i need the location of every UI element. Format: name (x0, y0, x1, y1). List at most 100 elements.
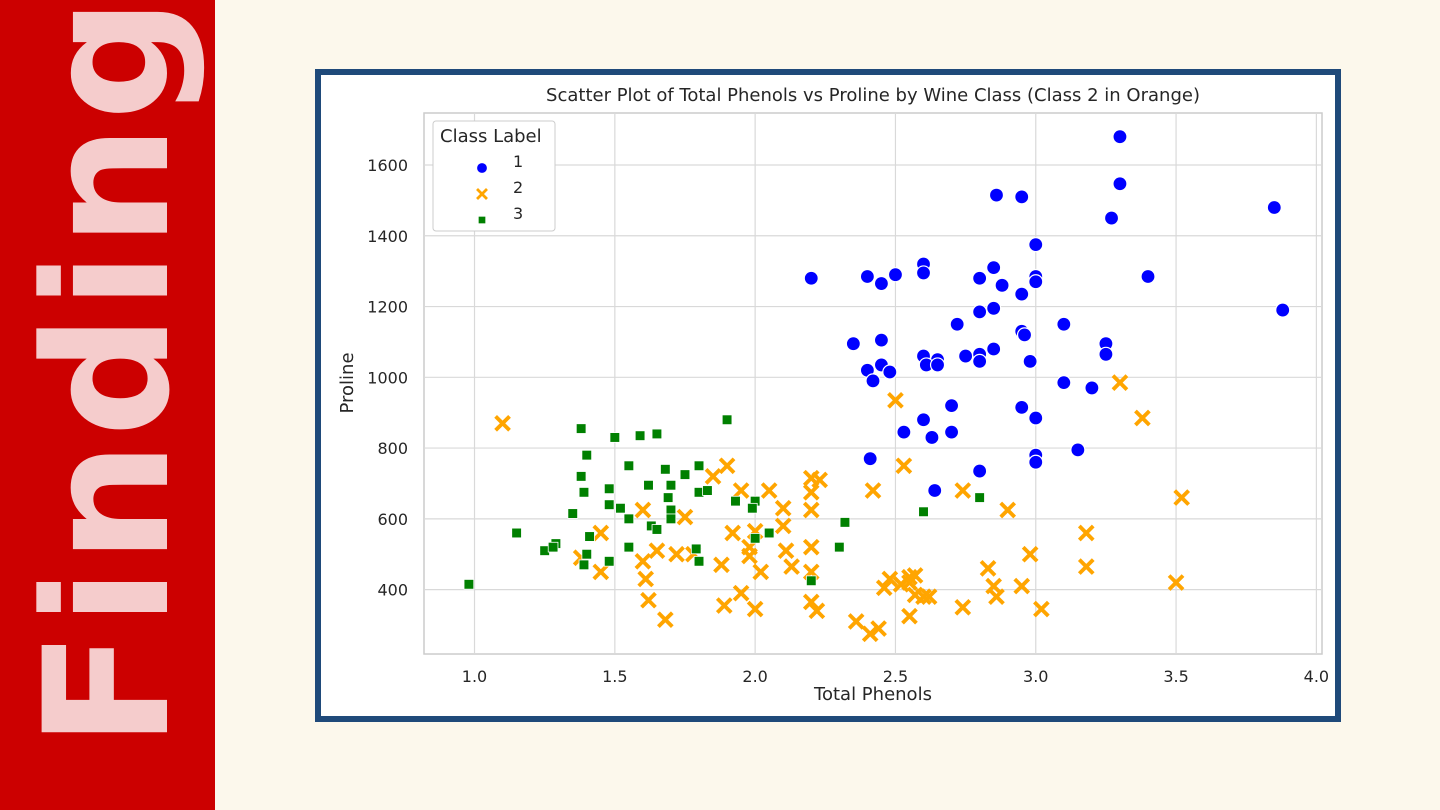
point-class-1 (943, 424, 960, 440)
point-class-1 (943, 398, 960, 414)
legend-marker-class-2 (476, 188, 488, 200)
point-class-2 (901, 574, 918, 591)
x-tick-label: 2.0 (742, 667, 767, 686)
point-class-1 (988, 187, 1005, 203)
point-class-1 (1056, 316, 1072, 332)
point-class-1 (924, 429, 940, 446)
point-class-2 (637, 570, 655, 588)
x-tick-label: 1.0 (462, 667, 487, 686)
point-class-3 (623, 541, 635, 553)
point-class-1 (1028, 410, 1044, 426)
point-class-3 (578, 487, 590, 498)
point-class-2 (732, 584, 750, 602)
point-class-3 (702, 485, 713, 496)
point-class-1 (803, 270, 819, 286)
y-axis-label: Proline (337, 352, 358, 413)
point-class-1 (1070, 442, 1086, 458)
point-class-3 (805, 575, 817, 587)
point-class-1 (873, 275, 890, 292)
point-class-1 (994, 277, 1010, 293)
point-class-2 (676, 508, 694, 526)
point-class-3 (651, 428, 663, 440)
point-class-3 (679, 469, 691, 480)
point-class-2 (901, 607, 918, 625)
point-class-2 (741, 547, 758, 565)
point-class-2 (881, 570, 899, 588)
point-class-2 (777, 542, 795, 560)
point-class-2 (634, 552, 652, 570)
point-class-3 (651, 524, 663, 535)
point-class-1 (1084, 380, 1100, 396)
point-class-1 (1266, 199, 1282, 216)
x-tick-label: 2.5 (883, 667, 908, 686)
point-class-2 (1077, 558, 1095, 575)
point-class-2 (657, 611, 674, 629)
point-class-1 (986, 260, 1002, 276)
point-class-2 (887, 391, 904, 409)
point-class-2 (713, 556, 730, 574)
point-class-2 (1013, 577, 1031, 595)
point-class-3 (665, 479, 677, 491)
point-class-2 (732, 482, 750, 499)
point-class-3 (623, 513, 635, 525)
x-tick-label: 3.5 (1163, 667, 1188, 686)
slide-title: Findings (7, 0, 208, 748)
point-class-2 (592, 563, 610, 581)
point-class-2 (760, 482, 778, 499)
point-class-1 (896, 424, 912, 440)
point-class-1 (845, 336, 861, 352)
point-class-2 (774, 517, 792, 535)
point-class-1 (1275, 302, 1291, 318)
point-class-1 (887, 267, 904, 283)
point-class-1 (865, 373, 881, 389)
point-class-1 (1098, 346, 1114, 362)
y-tick-label: 1400 (367, 227, 408, 246)
point-class-1 (927, 482, 943, 499)
point-class-2 (640, 591, 657, 609)
point-class-1 (873, 332, 890, 348)
point-class-2 (715, 597, 733, 614)
point-class-2 (988, 588, 1005, 606)
point-class-2 (811, 471, 829, 489)
point-class-1 (859, 268, 875, 285)
point-class-2 (1134, 409, 1151, 427)
point-class-3 (511, 527, 522, 539)
point-class-2 (954, 598, 972, 616)
y-tick-label: 1000 (367, 368, 408, 387)
point-class-2 (634, 501, 652, 519)
point-class-3 (747, 502, 758, 514)
point-class-2 (895, 457, 913, 475)
point-class-1 (1028, 454, 1044, 470)
x-tick-label: 3.0 (1023, 667, 1048, 686)
point-class-1 (972, 463, 988, 479)
point-class-1 (972, 270, 988, 286)
point-class-3 (974, 492, 985, 503)
point-class-1 (1028, 274, 1044, 290)
point-class-3 (575, 471, 587, 482)
point-class-2 (592, 524, 610, 542)
point-class-1 (1014, 189, 1030, 205)
point-class-2 (1021, 545, 1039, 563)
point-class-2 (808, 602, 826, 620)
point-class-2 (875, 579, 893, 597)
point-class-1 (915, 412, 932, 428)
point-class-1 (1014, 286, 1030, 302)
point-class-1 (1056, 375, 1072, 391)
point-class-3 (763, 527, 775, 539)
point-class-3 (584, 531, 595, 542)
point-class-3 (834, 541, 845, 553)
point-class-2 (979, 560, 997, 577)
point-class-1 (1112, 129, 1128, 145)
point-class-2 (1173, 489, 1191, 506)
point-class-2 (870, 620, 887, 637)
grid-lines (424, 113, 1322, 654)
y-tick-label: 1200 (367, 298, 408, 317)
point-class-3 (634, 430, 646, 441)
point-class-1 (882, 364, 898, 380)
point-class-2 (752, 563, 770, 581)
x-tick-labels: 1.0 1.5 2.0 2.5 3.0 3.5 4.0 (462, 667, 1329, 686)
y-tick-label: 800 (377, 439, 408, 458)
point-class-3 (603, 483, 615, 495)
point-class-2 (718, 457, 736, 475)
point-class-3 (567, 508, 579, 519)
